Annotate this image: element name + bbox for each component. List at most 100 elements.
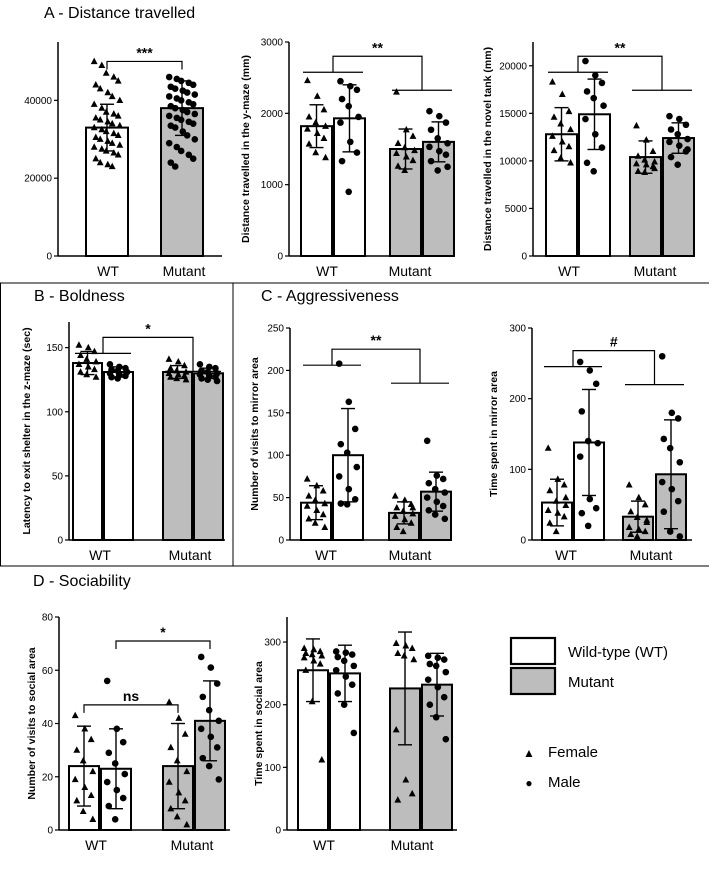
data-point-male <box>106 361 114 368</box>
data-point-male <box>337 77 344 85</box>
data-point-female <box>181 730 189 737</box>
x-category-label: Mutant <box>169 547 212 563</box>
data-point-male <box>171 124 179 131</box>
data-point-female <box>92 114 100 121</box>
data-point-female <box>393 88 400 95</box>
bar <box>103 371 134 542</box>
significance-bracket <box>83 704 179 713</box>
significance-label: ** <box>371 332 382 348</box>
y-tick-label: 80 <box>42 613 54 624</box>
data-point-male <box>213 680 221 687</box>
data-point-male <box>442 668 450 676</box>
y-axis-label: Distance travelled in the y-maze (mm) <box>240 55 252 243</box>
data-point-female <box>399 507 407 514</box>
data-point-female <box>322 153 329 161</box>
panel-borders <box>0 282 709 567</box>
data-point-female <box>625 523 633 530</box>
y-tick-label: 100 <box>264 763 281 774</box>
data-point-male <box>189 155 197 163</box>
y-tick-label: 250 <box>267 324 284 335</box>
data-point-female <box>96 135 104 142</box>
data-point-female <box>567 158 574 166</box>
data-point-male <box>444 163 451 171</box>
data-point-female <box>84 363 92 370</box>
data-point-male <box>165 112 173 120</box>
data-point-female <box>92 133 100 140</box>
y-tick-label: 0 <box>278 536 284 547</box>
data-point-female <box>98 104 106 111</box>
data-point-male <box>191 135 199 143</box>
data-point-female <box>110 149 118 156</box>
data-point-male <box>215 717 223 725</box>
data-point-female <box>651 164 658 172</box>
significance-bracket <box>115 640 211 649</box>
legend-male-symbol: ● <box>525 776 532 790</box>
panel-title-d: D - Sociability <box>33 573 131 590</box>
data-point-female <box>394 162 402 169</box>
data-point-male <box>111 760 119 767</box>
data-point-male <box>351 425 359 433</box>
data-point-female <box>319 510 327 518</box>
x-category-label: Mutant <box>389 547 432 563</box>
data-point-male <box>594 439 602 447</box>
data-point-female <box>401 143 409 151</box>
data-point-female <box>96 158 104 166</box>
data-point-female <box>633 121 640 129</box>
significance-bracket <box>102 336 194 372</box>
data-point-female <box>312 148 320 156</box>
data-point-female <box>87 791 95 799</box>
data-point-male <box>345 102 353 110</box>
data-point-male <box>442 151 450 159</box>
data-point-female <box>98 61 106 69</box>
data-point-male <box>666 138 673 146</box>
data-point-female <box>313 129 321 136</box>
data-point-male <box>183 108 191 116</box>
legend-mutant-label: Mutant <box>568 674 615 691</box>
data-point-female <box>75 360 83 367</box>
y-tick-label: 50 <box>52 471 64 482</box>
data-point-female <box>73 796 81 804</box>
data-point-male <box>676 533 684 540</box>
data-point-male <box>105 802 113 810</box>
data-point-male <box>600 102 607 110</box>
data-point-male <box>590 168 597 175</box>
data-point-male <box>122 372 129 380</box>
data-point-male <box>444 139 451 147</box>
x-category-label: WT <box>85 837 107 853</box>
panel-title-a: A - Distance travelled <box>44 5 195 22</box>
data-point-female <box>393 149 400 156</box>
data-point-male <box>434 683 442 691</box>
significance-bracket <box>106 60 183 70</box>
data-point-female <box>391 492 399 499</box>
data-point-female <box>318 652 326 659</box>
data-point-male <box>191 91 199 98</box>
data-point-female <box>552 497 560 504</box>
data-point-female <box>550 113 558 120</box>
data-point-male <box>666 528 674 535</box>
y-tick-label: 20000 <box>499 61 527 72</box>
data-point-female <box>104 160 112 168</box>
data-point-female <box>96 84 104 92</box>
data-point-male <box>335 473 343 480</box>
data-point-female <box>633 159 640 167</box>
bar <box>193 372 224 542</box>
chart-a3: 0 5000 10000 15000 20000 Distance travelled i… <box>482 39 695 279</box>
data-point-male <box>197 725 205 733</box>
x-category-label: WT <box>89 547 111 563</box>
data-point-female <box>92 373 100 380</box>
data-point-male <box>658 352 666 360</box>
significance-bracket <box>577 55 663 91</box>
data-point-male <box>674 161 681 168</box>
data-point-male <box>338 157 346 165</box>
data-point-male <box>177 116 185 124</box>
data-point-male <box>431 511 439 518</box>
data-point-male <box>426 143 433 151</box>
legend-female-label: Female <box>548 744 598 761</box>
data-point-female <box>546 519 554 526</box>
significance-label: * <box>145 320 151 336</box>
data-point-male <box>347 138 354 146</box>
data-point-male <box>207 664 215 671</box>
y-tick-label: 3000 <box>261 38 284 49</box>
data-point-female <box>104 88 112 96</box>
